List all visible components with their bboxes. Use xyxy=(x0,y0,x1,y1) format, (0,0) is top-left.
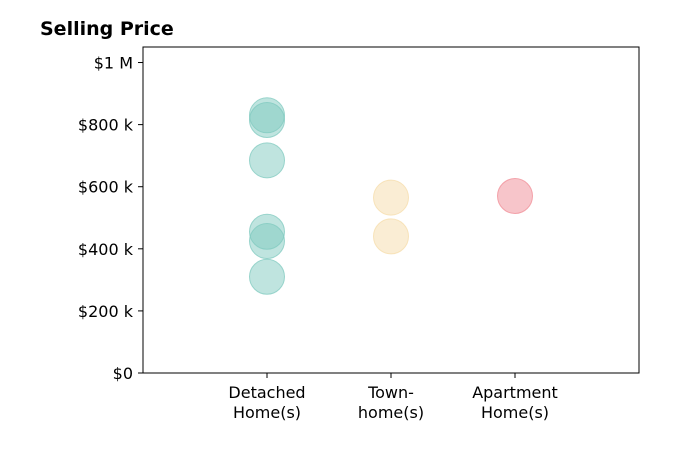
data-point xyxy=(497,178,533,215)
data-point xyxy=(249,142,285,179)
data-point xyxy=(249,258,285,295)
chart-title: Selling Price xyxy=(40,18,174,40)
y-tick-label: $1 M xyxy=(94,54,133,73)
y-tick-label: $600 k xyxy=(78,178,134,197)
data-point xyxy=(373,218,409,255)
y-tick-label: $200 k xyxy=(78,302,134,321)
data-point xyxy=(249,223,285,260)
x-axis: DetachedHome(s)Town-home(s)ApartmentHome… xyxy=(228,373,558,422)
x-tick-label: Apartment xyxy=(472,383,558,402)
data-points xyxy=(249,97,533,295)
x-tick-label: Home(s) xyxy=(481,403,549,422)
x-tick-label: Home(s) xyxy=(233,403,301,422)
x-tick-label: home(s) xyxy=(358,403,424,422)
data-point xyxy=(249,101,285,138)
data-point xyxy=(373,179,409,216)
y-tick-label: $800 k xyxy=(78,116,134,135)
x-tick-label: Town- xyxy=(367,383,414,402)
y-tick-label: $400 k xyxy=(78,240,134,259)
y-tick-label: $0 xyxy=(113,364,133,383)
y-axis: $0 $200 k $400 k $600 k $800 k $1 M xyxy=(78,54,143,383)
x-tick-label: Detached xyxy=(228,383,305,402)
